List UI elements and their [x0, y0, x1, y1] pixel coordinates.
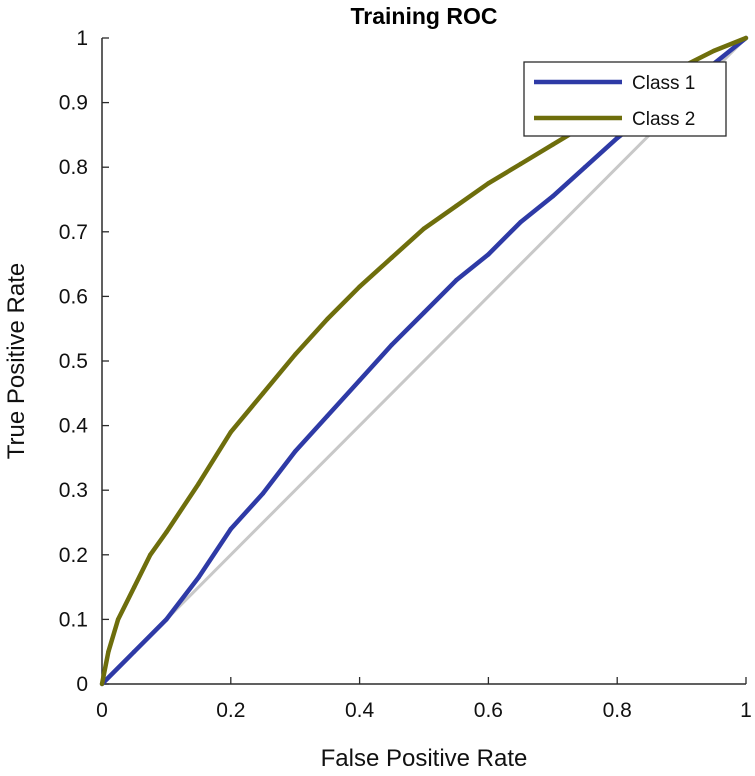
series-2-point [743, 35, 749, 41]
series-2-point [99, 681, 105, 687]
series-1-point [615, 135, 620, 141]
y-tick-label: 0.4 [59, 415, 89, 438]
series-1-point [325, 413, 330, 419]
series-1-point [454, 278, 459, 283]
legend-label-2: Class 2 [632, 109, 695, 130]
series-1-point [228, 526, 233, 532]
series-2-point [164, 529, 169, 535]
y-tick-label: 0.8 [59, 156, 88, 179]
series-2-point [115, 617, 121, 622]
series-2-point [550, 142, 555, 147]
series-2-point [132, 584, 137, 590]
series-1-point [389, 342, 394, 348]
series-2-point [106, 649, 111, 654]
y-tick-label: 0.7 [59, 221, 88, 244]
x-tick-label: 0.2 [216, 699, 245, 722]
y-tick-label: 0 [76, 673, 88, 696]
series-1-point [260, 491, 266, 496]
series-1-point [518, 219, 523, 225]
series-2-point [486, 181, 491, 186]
x-axis-title: False Positive Rate [321, 745, 528, 772]
series-1-point [132, 649, 137, 654]
series-2-point [260, 391, 266, 396]
y-tick-label: 0.2 [59, 544, 88, 567]
series-1-point [421, 310, 427, 315]
y-axis-ticks: 0 0.1 0.2 0.3 0.4 0.5 0.6 0.7 0.8 0.9 1 [59, 27, 109, 696]
legend-box [523, 61, 727, 137]
series-1-point [582, 165, 588, 170]
series-1-point [486, 252, 491, 257]
legend-label-1: Class 1 [632, 73, 695, 94]
series-2-point [196, 481, 201, 486]
series-1-point [293, 449, 298, 454]
y-axis-title: True Positive Rate [3, 263, 30, 460]
x-tick-label: 1 [740, 699, 752, 722]
series-1-point [164, 617, 169, 622]
series-2-point [148, 552, 153, 557]
series-1-point [550, 194, 555, 199]
series-2-point [228, 429, 233, 435]
series-2-point [357, 284, 362, 289]
series-2-point [711, 48, 716, 54]
y-tick-label: 0.6 [59, 285, 88, 308]
x-tick-label: 0 [96, 699, 108, 722]
y-tick-label: 0.1 [59, 608, 88, 631]
y-tick-label: 0.3 [59, 479, 88, 502]
chance-diagonal-line [100, 36, 748, 686]
y-tick-label: 0.5 [59, 350, 88, 373]
y-tick-label: 1 [76, 27, 88, 50]
x-tick-label: 0.8 [603, 699, 632, 722]
series-2-point [293, 352, 298, 357]
chart-title: Training ROC [351, 3, 498, 29]
series-2-point [518, 161, 523, 167]
series-1-point [196, 575, 201, 580]
x-tick-label: 0.6 [474, 699, 503, 722]
legend: Class 1 Class 2 [523, 61, 727, 137]
series-2-point [325, 316, 330, 322]
x-tick-label: 0.4 [345, 699, 375, 722]
y-tick-label: 0.9 [59, 92, 88, 115]
series-2-point [389, 255, 394, 260]
series-1-point [357, 378, 362, 383]
x-axis-ticks: 0 0.2 0.4 0.6 0.8 1 [96, 677, 752, 722]
series-2-point [421, 226, 427, 231]
series-2-point [454, 203, 459, 209]
